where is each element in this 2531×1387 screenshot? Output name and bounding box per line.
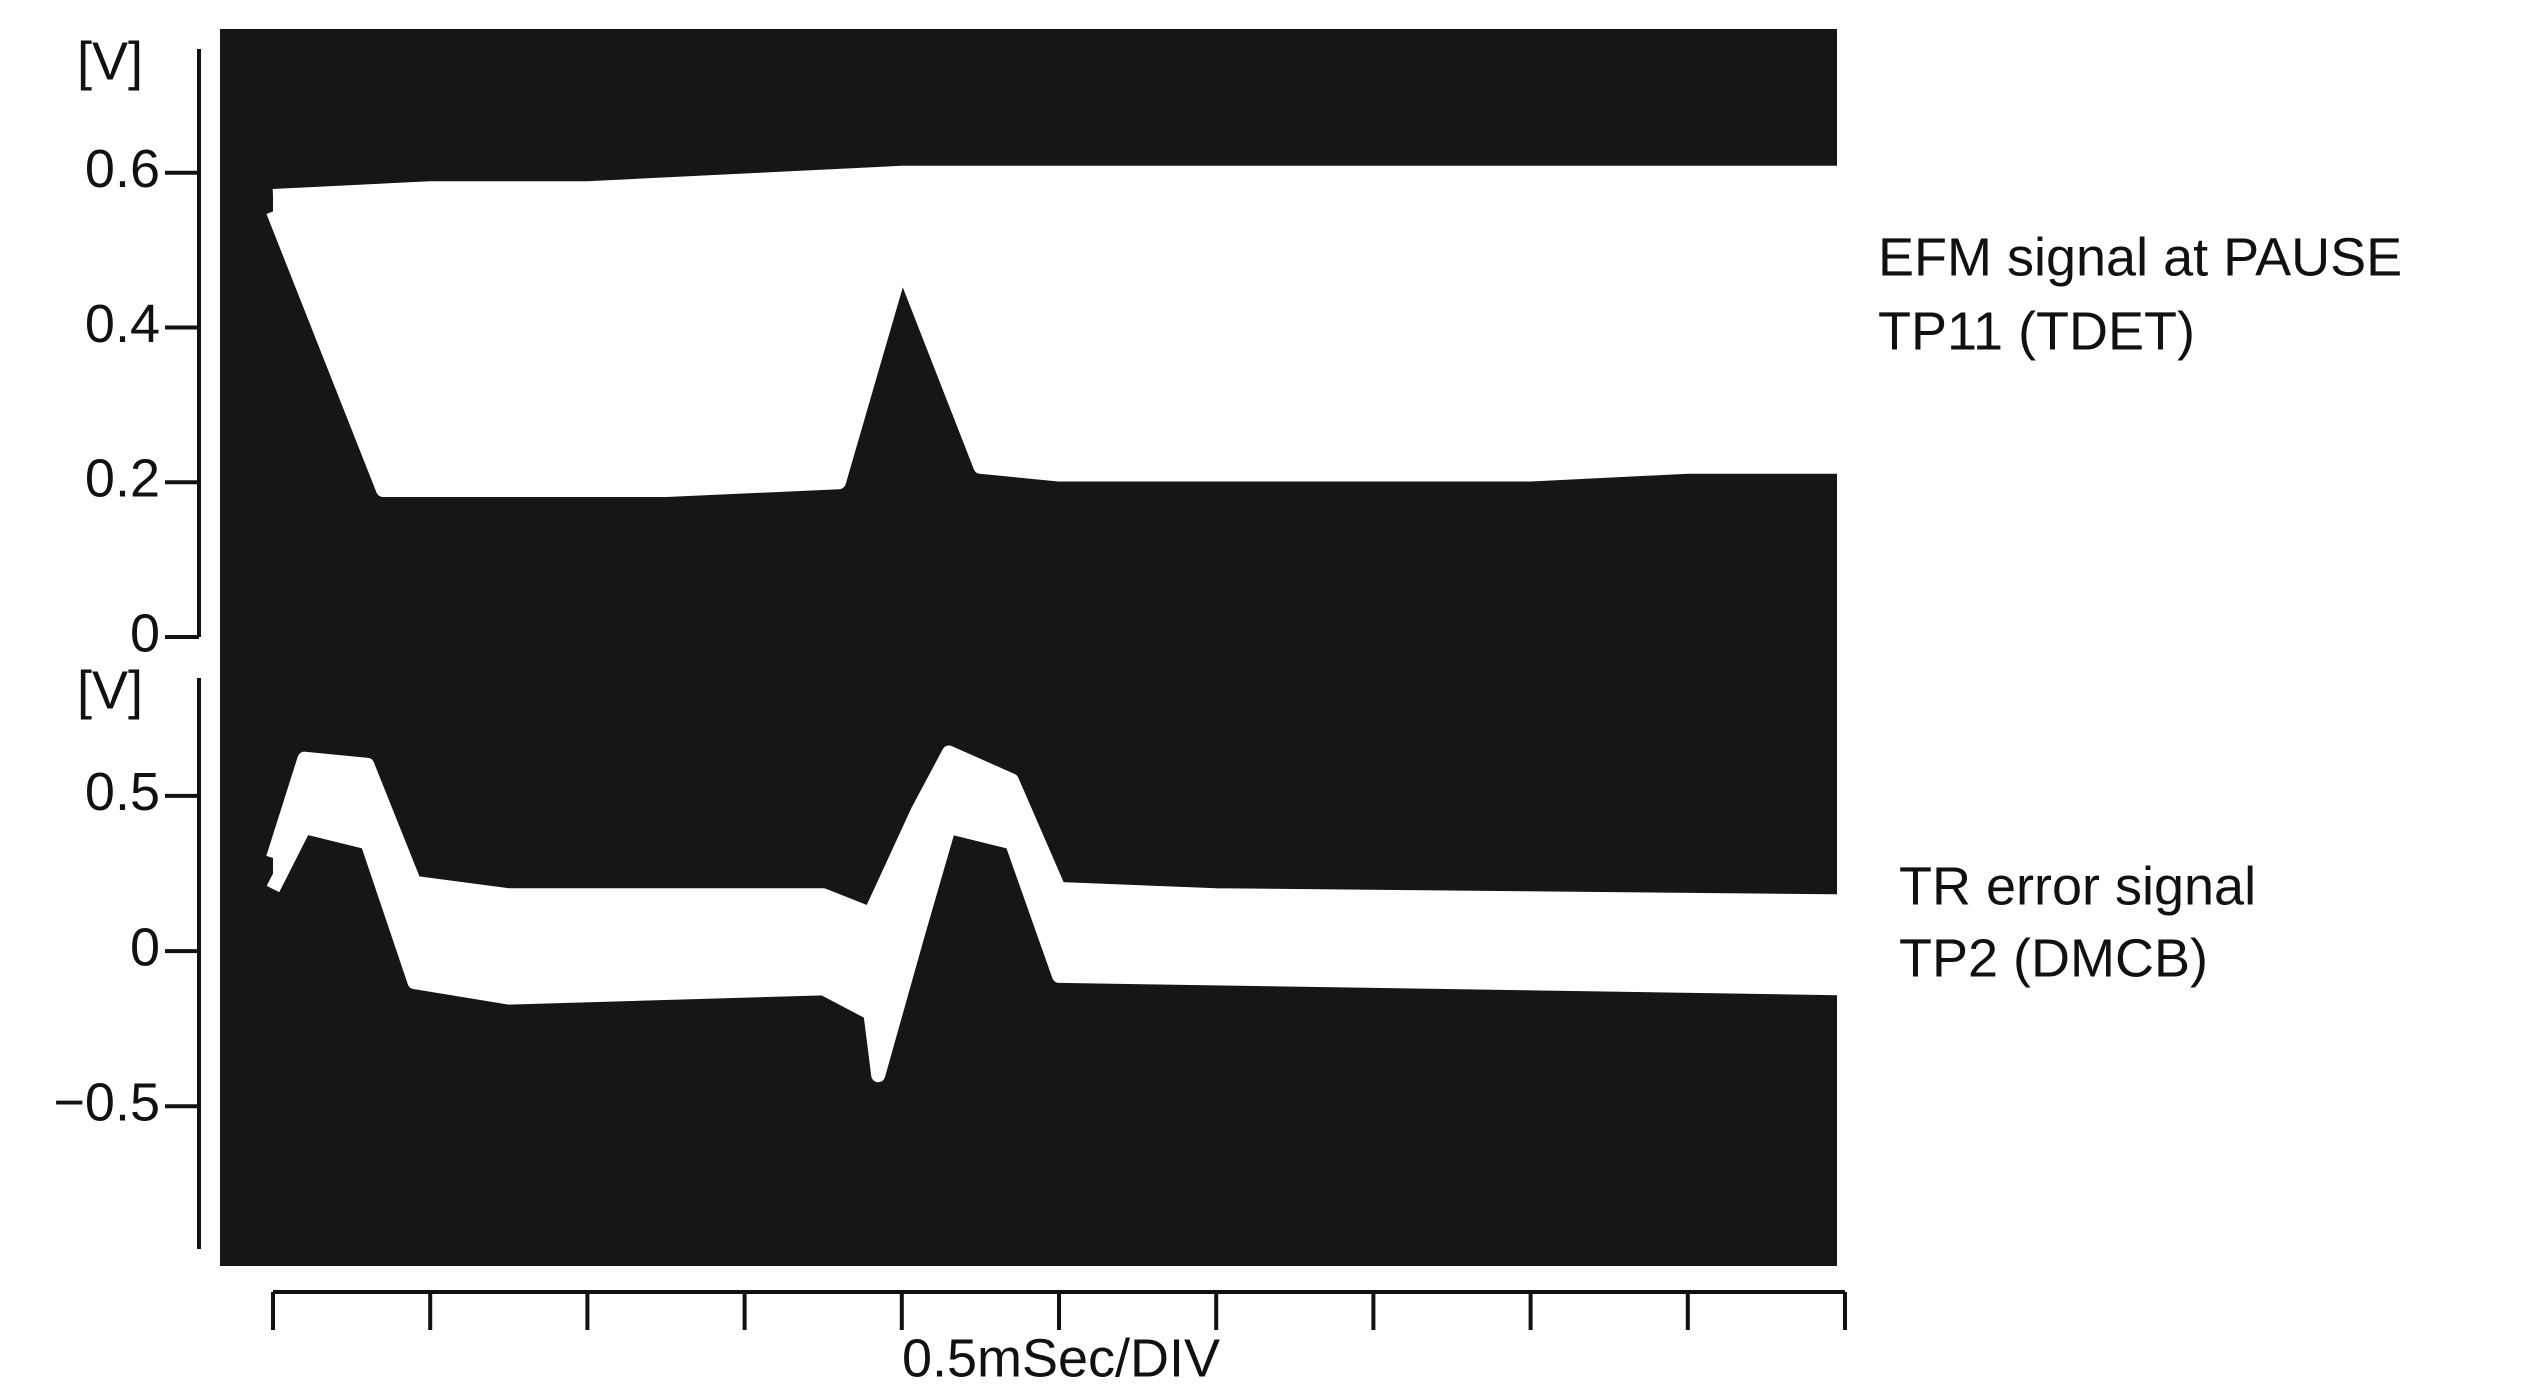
annotation: EFM signal at PAUSE — [1878, 227, 2402, 287]
y-tick-label: 0.4 — [85, 294, 160, 354]
signal-edge — [266, 819, 1846, 1083]
signal-band — [273, 172, 1845, 490]
y-tick-label: 0 — [130, 917, 160, 977]
x-axis-label: 0.5mSec/DIV — [902, 1328, 1220, 1387]
signal-band — [273, 752, 1845, 1076]
y-tick-label: 0.2 — [85, 449, 160, 509]
annotation: TP11 (TDET) — [1878, 301, 2195, 361]
signal-edge — [272, 165, 1845, 203]
y-tick-label: 0.6 — [85, 139, 160, 199]
y-tick-label: −0.5 — [53, 1073, 160, 1133]
y-tick-label: 0 — [130, 603, 160, 663]
y-axis-label: [V] — [77, 31, 143, 91]
y-tick-label: 0.5 — [85, 762, 160, 822]
annotation: TP2 (DMCB) — [1899, 928, 2208, 988]
annotation: TR error signal — [1899, 856, 2256, 916]
signal-edge — [266, 745, 1846, 921]
y-axis-label: [V] — [77, 660, 143, 720]
signal-edge — [266, 208, 1845, 497]
